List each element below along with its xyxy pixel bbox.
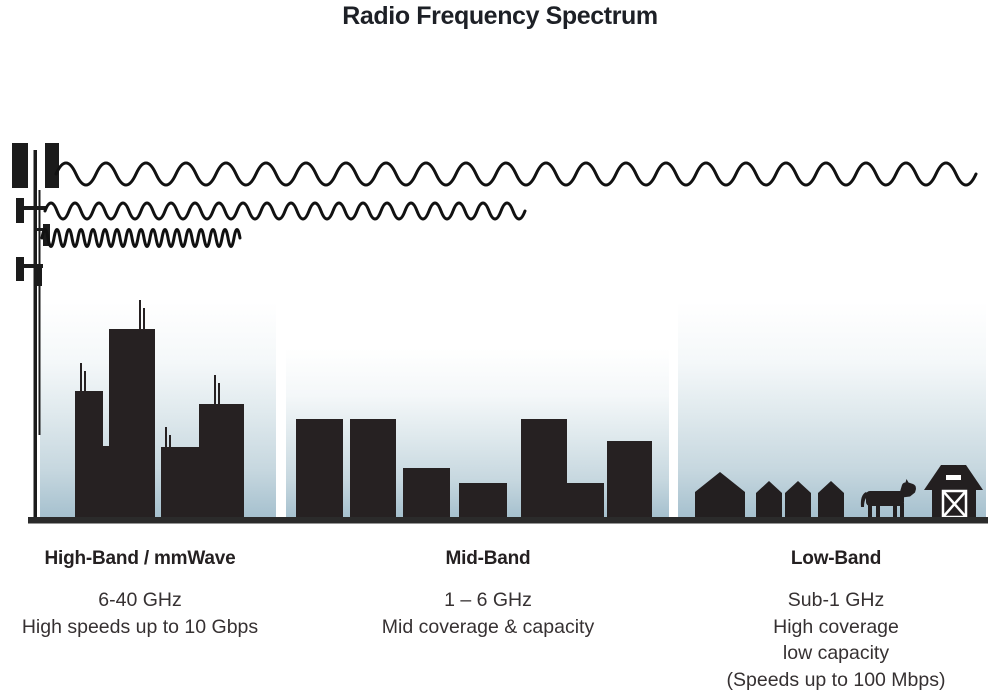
rooftop-antennas xyxy=(80,300,220,447)
high-band-details: 6-40 GHz High speeds up to 10 Gbps xyxy=(10,587,270,640)
diagram-artwork xyxy=(12,143,988,524)
rural-houses-silhouette xyxy=(695,472,844,518)
mid-band-label: Mid-Band xyxy=(445,548,531,569)
house-icon xyxy=(818,481,844,518)
high-band-label: High-Band / mmWave xyxy=(44,548,236,569)
radio-waves xyxy=(40,161,978,248)
high-band-caption: High-Band / mmWave 6-40 GHz High speeds … xyxy=(10,548,270,640)
low-band-details: Sub-1 GHz High coverage low capacity (Sp… xyxy=(706,587,966,693)
house-icon xyxy=(756,481,782,518)
low-band-caption: Low-Band Sub-1 GHz High coverage low cap… xyxy=(706,548,966,693)
high-band-frequency: 6-40 GHz xyxy=(98,589,182,611)
low-band-label: Low-Band xyxy=(790,548,882,569)
barn-vent xyxy=(946,475,961,480)
mid-band-details: 1 – 6 GHz Mid coverage & capacity xyxy=(358,587,618,640)
low-band-frequency: Sub-1 GHz xyxy=(787,589,885,611)
low-band-long-wave xyxy=(54,161,978,187)
barn-icon xyxy=(924,465,983,519)
low-band-description-3: (Speeds up to 100 Mbps) xyxy=(726,668,946,691)
mid-band-frequency: 1 – 6 GHz xyxy=(444,589,532,611)
cell-tower-icon xyxy=(12,143,59,520)
page-title: Radio Frequency Spectrum xyxy=(342,2,658,30)
high-band-description: High speeds up to 10 Gbps xyxy=(21,615,259,638)
ground-baseline xyxy=(28,517,988,524)
mid-band-caption: Mid-Band 1 – 6 GHz Mid coverage & capaci… xyxy=(358,548,618,640)
low-band-description-1: High coverage xyxy=(773,615,899,638)
low-band-description-2: low capacity xyxy=(782,642,890,664)
city-skyline-silhouette xyxy=(75,300,244,518)
house-icon xyxy=(695,472,745,518)
cow-icon xyxy=(860,479,916,518)
mid-band-medium-wave xyxy=(43,201,527,221)
mid-rise-buildings-silhouette xyxy=(296,419,652,518)
high-band-short-wave xyxy=(40,228,242,248)
barn-door xyxy=(941,489,968,519)
mid-band-description: Mid coverage & capacity xyxy=(381,615,595,638)
house-icon xyxy=(785,481,811,518)
